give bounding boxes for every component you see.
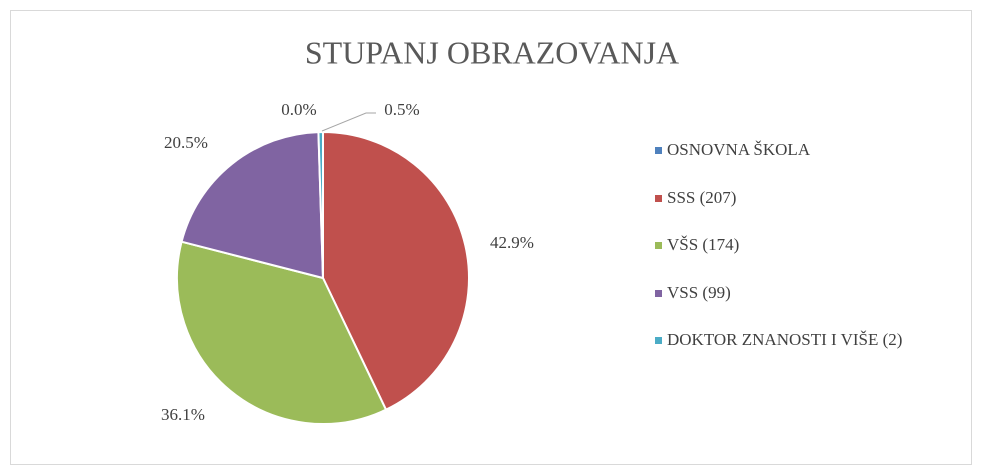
legend-label: DOKTOR ZNANOSTI I VIŠE (2) [667, 330, 903, 349]
pie-slice [176, 240, 388, 425]
legend-swatch [655, 242, 662, 249]
data-label: 0.5% [384, 100, 419, 119]
data-label: 42.9% [490, 233, 534, 252]
data-label: 36.1% [161, 405, 205, 424]
legend-swatch [655, 147, 662, 154]
leader-line [321, 112, 376, 132]
pie-slice [322, 130, 470, 412]
legend-swatch [655, 289, 662, 297]
legend-item: VŠS (174) [655, 235, 955, 283]
data-label: 20.5% [164, 133, 208, 152]
legend-label: VSS (99) [667, 282, 731, 302]
legend-label: SSS (207) [667, 187, 737, 207]
chart-title: STUPANJ OBRAZOVANJA [305, 34, 679, 70]
legend-label: OSNOVNA ŠKOLA [667, 140, 811, 159]
legend-item: SSS (207) [655, 188, 955, 236]
legend-swatch [655, 337, 662, 344]
pie-slice [180, 131, 325, 280]
legend-item: VSS (99) [655, 283, 955, 331]
legend: OSNOVNA ŠKOLA SSS (207) VŠS (174) VSS (99) D… [655, 140, 955, 378]
pie-slice [317, 130, 324, 279]
legend-label: VŠS (174) [667, 235, 740, 254]
legend-item: DOKTOR ZNANOSTI I VIŠE (2) [655, 330, 955, 378]
chart-border [10, 10, 972, 465]
legend-item: OSNOVNA ŠKOLA [655, 140, 955, 188]
legend-swatch [655, 194, 662, 202]
data-label: 0.0% [281, 100, 316, 119]
